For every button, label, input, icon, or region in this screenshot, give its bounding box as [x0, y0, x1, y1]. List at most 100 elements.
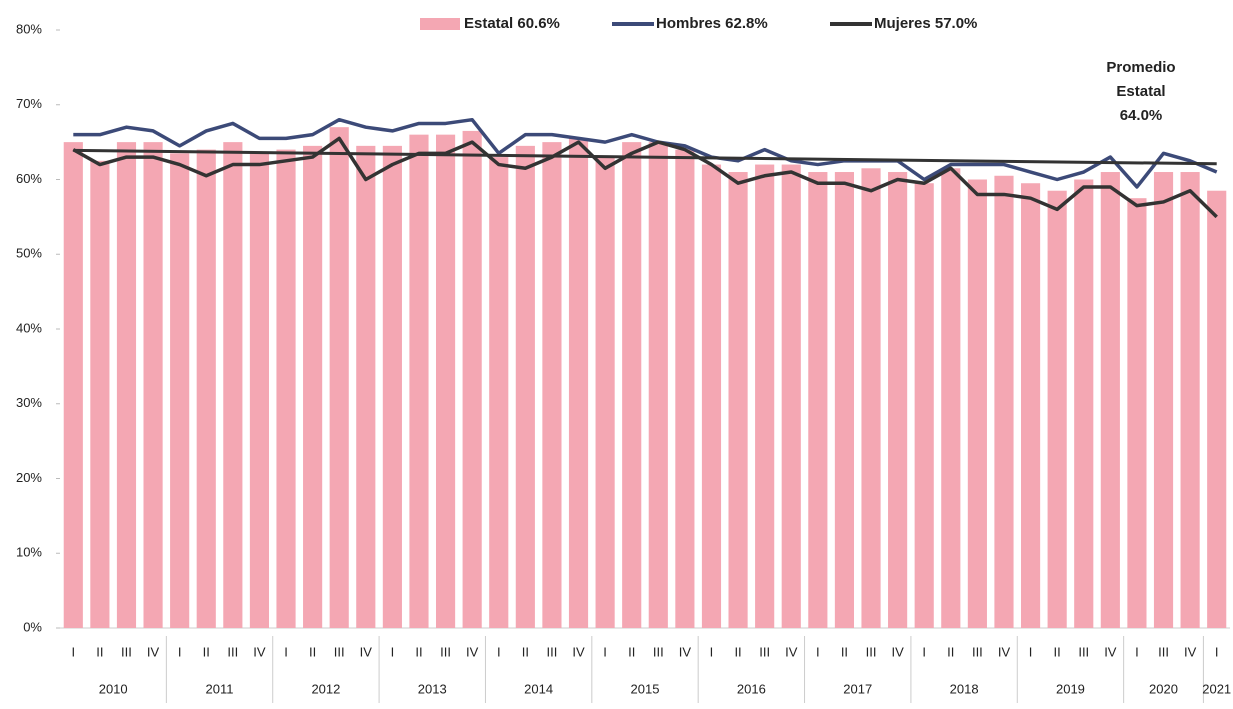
- bar: [941, 168, 961, 628]
- bar: [196, 149, 216, 628]
- bar: [329, 127, 349, 629]
- y-tick-label: 70%: [16, 96, 42, 111]
- x-tick-label: I: [71, 644, 75, 659]
- x-tick-label: III: [440, 644, 451, 659]
- x-tick-label: I: [178, 644, 182, 659]
- legend-swatch: [420, 18, 460, 30]
- bar: [1153, 172, 1174, 628]
- line: [73, 117, 1218, 189]
- x-tick-label: II: [734, 644, 741, 659]
- bar: [382, 145, 402, 629]
- bar: [435, 134, 456, 628]
- bar: [223, 142, 243, 628]
- x-tick-label: IV: [785, 644, 798, 659]
- x-tick-label: III: [759, 644, 770, 659]
- bar: [834, 172, 855, 628]
- x-tick-label: III: [334, 644, 345, 659]
- x-tick-label: I: [1215, 644, 1219, 659]
- bar: [914, 183, 934, 629]
- bar: [1100, 172, 1120, 628]
- bar: [728, 172, 748, 628]
- x-tick-label: IV: [998, 644, 1011, 659]
- x-tick-label: II: [1054, 644, 1061, 659]
- x-tick-label: III: [653, 644, 664, 659]
- x-tick-label: IV: [253, 644, 266, 659]
- y-tick-label: 40%: [16, 320, 42, 335]
- x-tick-label: IV: [360, 644, 373, 659]
- x-tick-label: IV: [466, 644, 479, 659]
- x-tick-label: II: [203, 644, 210, 659]
- x-tick-label: I: [603, 644, 607, 659]
- x-tick-label: I: [497, 644, 501, 659]
- year-label: 2011: [206, 681, 234, 696]
- y-tick-label: 50%: [16, 246, 42, 261]
- bar: [303, 145, 323, 629]
- bar: [1020, 183, 1041, 629]
- x-tick-label: II: [309, 644, 316, 659]
- x-tick-label: III: [1078, 644, 1089, 659]
- x-tick-label: I: [710, 644, 714, 659]
- x-tick-label: II: [841, 644, 848, 659]
- x-tick-label: III: [547, 644, 558, 659]
- bar: [648, 142, 668, 628]
- x-tick-label: II: [96, 644, 103, 659]
- bar: [116, 142, 137, 628]
- bar: [542, 142, 562, 628]
- year-label: 2018: [950, 681, 979, 696]
- bar: [170, 153, 190, 628]
- legend-label: Estatal 60.6%: [464, 15, 560, 32]
- year-label: 2019: [1056, 681, 1085, 696]
- bar: [675, 149, 695, 628]
- year-label: 2013: [418, 681, 447, 696]
- y-tick-label: 80%: [16, 21, 42, 36]
- x-tick-label: II: [522, 644, 529, 659]
- bar: [967, 179, 987, 628]
- bar: [622, 142, 642, 628]
- x-tick-label: I: [1135, 644, 1139, 659]
- x-tick-label: IV: [1104, 644, 1117, 659]
- x-tick-label: I: [816, 644, 820, 659]
- annotation: 64.0%: [1120, 107, 1163, 124]
- x-tick-label: III: [227, 644, 238, 659]
- bar: [489, 157, 509, 628]
- year-label: 2020: [1149, 681, 1178, 696]
- y-tick-label: 30%: [16, 395, 42, 410]
- bar: [409, 134, 429, 628]
- year-label: 2014: [524, 681, 553, 696]
- x-tick-label: II: [947, 644, 954, 659]
- x-tick-label: II: [628, 644, 635, 659]
- bar: [755, 164, 775, 629]
- x-tick-label: II: [415, 644, 422, 659]
- x-tick-label: IV: [147, 644, 160, 659]
- bar: [1127, 198, 1147, 628]
- x-tick-label: IV: [572, 644, 585, 659]
- bar: [1074, 179, 1094, 628]
- bar: [1047, 190, 1067, 628]
- bar: [356, 145, 376, 629]
- bar: [861, 168, 881, 628]
- x-tick-label: IV: [1184, 644, 1197, 659]
- bar: [276, 149, 296, 628]
- bar: [515, 145, 535, 629]
- bar: [462, 130, 482, 628]
- y-tick-label: 0%: [23, 619, 42, 634]
- legend-label: Mujeres 57.0%: [874, 15, 977, 32]
- bar: [1207, 190, 1227, 628]
- bar: [63, 142, 83, 628]
- bar: [808, 172, 828, 628]
- y-tick-label: 10%: [16, 545, 42, 560]
- legend-label: Hombres 62.8%: [656, 15, 768, 32]
- y-tick-label: 20%: [16, 470, 42, 485]
- legend: Estatal 60.6% Hombres 62.8% Mujeres 57.0%: [420, 15, 977, 32]
- year-label: 2017: [843, 681, 872, 696]
- x-tick-label: III: [121, 644, 132, 659]
- bar: [994, 175, 1014, 628]
- x-tick-label: III: [972, 644, 983, 659]
- bar: [143, 142, 163, 628]
- x-tick-label: I: [922, 644, 926, 659]
- annotation: Promedio: [1106, 59, 1175, 76]
- bar: [888, 172, 908, 628]
- x-tick-label: I: [391, 644, 395, 659]
- year-label: 2012: [311, 681, 340, 696]
